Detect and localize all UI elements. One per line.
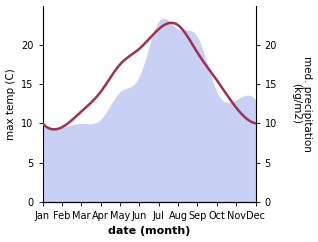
Y-axis label: max temp (C): max temp (C): [5, 68, 16, 140]
X-axis label: date (month): date (month): [108, 227, 190, 236]
Y-axis label: med. precipitation
(kg/m2): med. precipitation (kg/m2): [291, 56, 313, 152]
